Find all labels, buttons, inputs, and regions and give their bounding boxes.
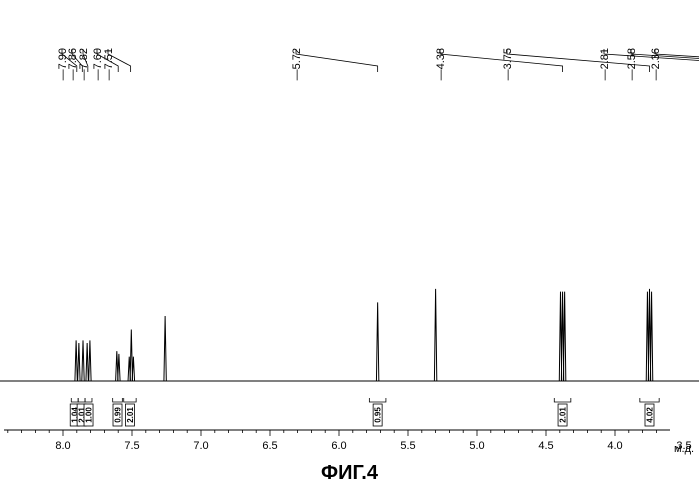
x-tick-label: 5.5 (400, 440, 415, 452)
spectrum-peak (75, 340, 77, 381)
peak-label: —2.81 (599, 48, 611, 80)
x-tick-label: 5.0 (469, 440, 484, 452)
integral-bands: 1.042.011.000.992.010.952.014.022.043.96… (70, 398, 699, 426)
x-tick-label: 4.5 (538, 440, 553, 452)
integral-value: 2.01 (126, 407, 135, 423)
integral-bracket (85, 398, 92, 402)
spectrum-peak (376, 302, 378, 381)
spectrum-peak (563, 292, 565, 381)
integral-bracket (78, 398, 85, 402)
peak-label: —2.36 (650, 48, 662, 80)
integral-bracket (640, 398, 659, 402)
x-tick-label: 7.0 (193, 440, 208, 452)
integral-value: 0.95 (374, 407, 383, 423)
peak-label: —2.58 (626, 48, 638, 80)
peak-label: —4.38 (435, 48, 447, 80)
spectrum-peak (132, 357, 134, 381)
x-tick-label: 7.5 (124, 440, 139, 452)
figure-caption: ФИГ.4 (0, 462, 699, 485)
integral-value: 4.02 (646, 407, 655, 423)
x-axis-label: м.д. (674, 443, 694, 455)
x-tick-label: 6.5 (262, 440, 277, 452)
integral-value: 1.00 (85, 407, 94, 423)
spectrum-peak (164, 316, 166, 381)
integral-bracket (369, 398, 386, 402)
peak-label-connector (296, 49, 378, 72)
spectrum-peak (78, 343, 80, 381)
x-tick-label: 4.0 (607, 440, 622, 452)
integral-value: 2.01 (559, 407, 568, 423)
peak-label-connector (631, 49, 699, 72)
x-axis: 8.07.57.06.56.05.55.04.54.03.53.02.5 (4, 430, 699, 452)
x-tick-label: 8.0 (55, 440, 70, 452)
peak-label: —5.72 (291, 48, 303, 80)
peak-labels: —7.90—7.86—7.82—7.60—7.51—5.72—4.38—3.75… (57, 48, 699, 80)
spectrum-peak (434, 289, 436, 381)
spectrum-peak (89, 340, 91, 381)
integral-bracket (71, 398, 78, 402)
integral-bracket (124, 398, 136, 402)
spectrum-peak (82, 340, 84, 381)
integral-bracket (554, 398, 571, 402)
peak-label: —7.51 (103, 48, 115, 80)
peak-label: —7.82 (78, 48, 90, 80)
integral-bracket (113, 398, 123, 402)
peak-label: —3.75 (502, 48, 514, 80)
spectrum-peak (86, 343, 88, 381)
spectrum-peak (650, 292, 652, 381)
integral-value: 0.99 (114, 407, 123, 423)
spectrum-peak (118, 354, 120, 381)
x-tick-label: 6.0 (331, 440, 346, 452)
spectrum-plot (0, 110, 699, 381)
